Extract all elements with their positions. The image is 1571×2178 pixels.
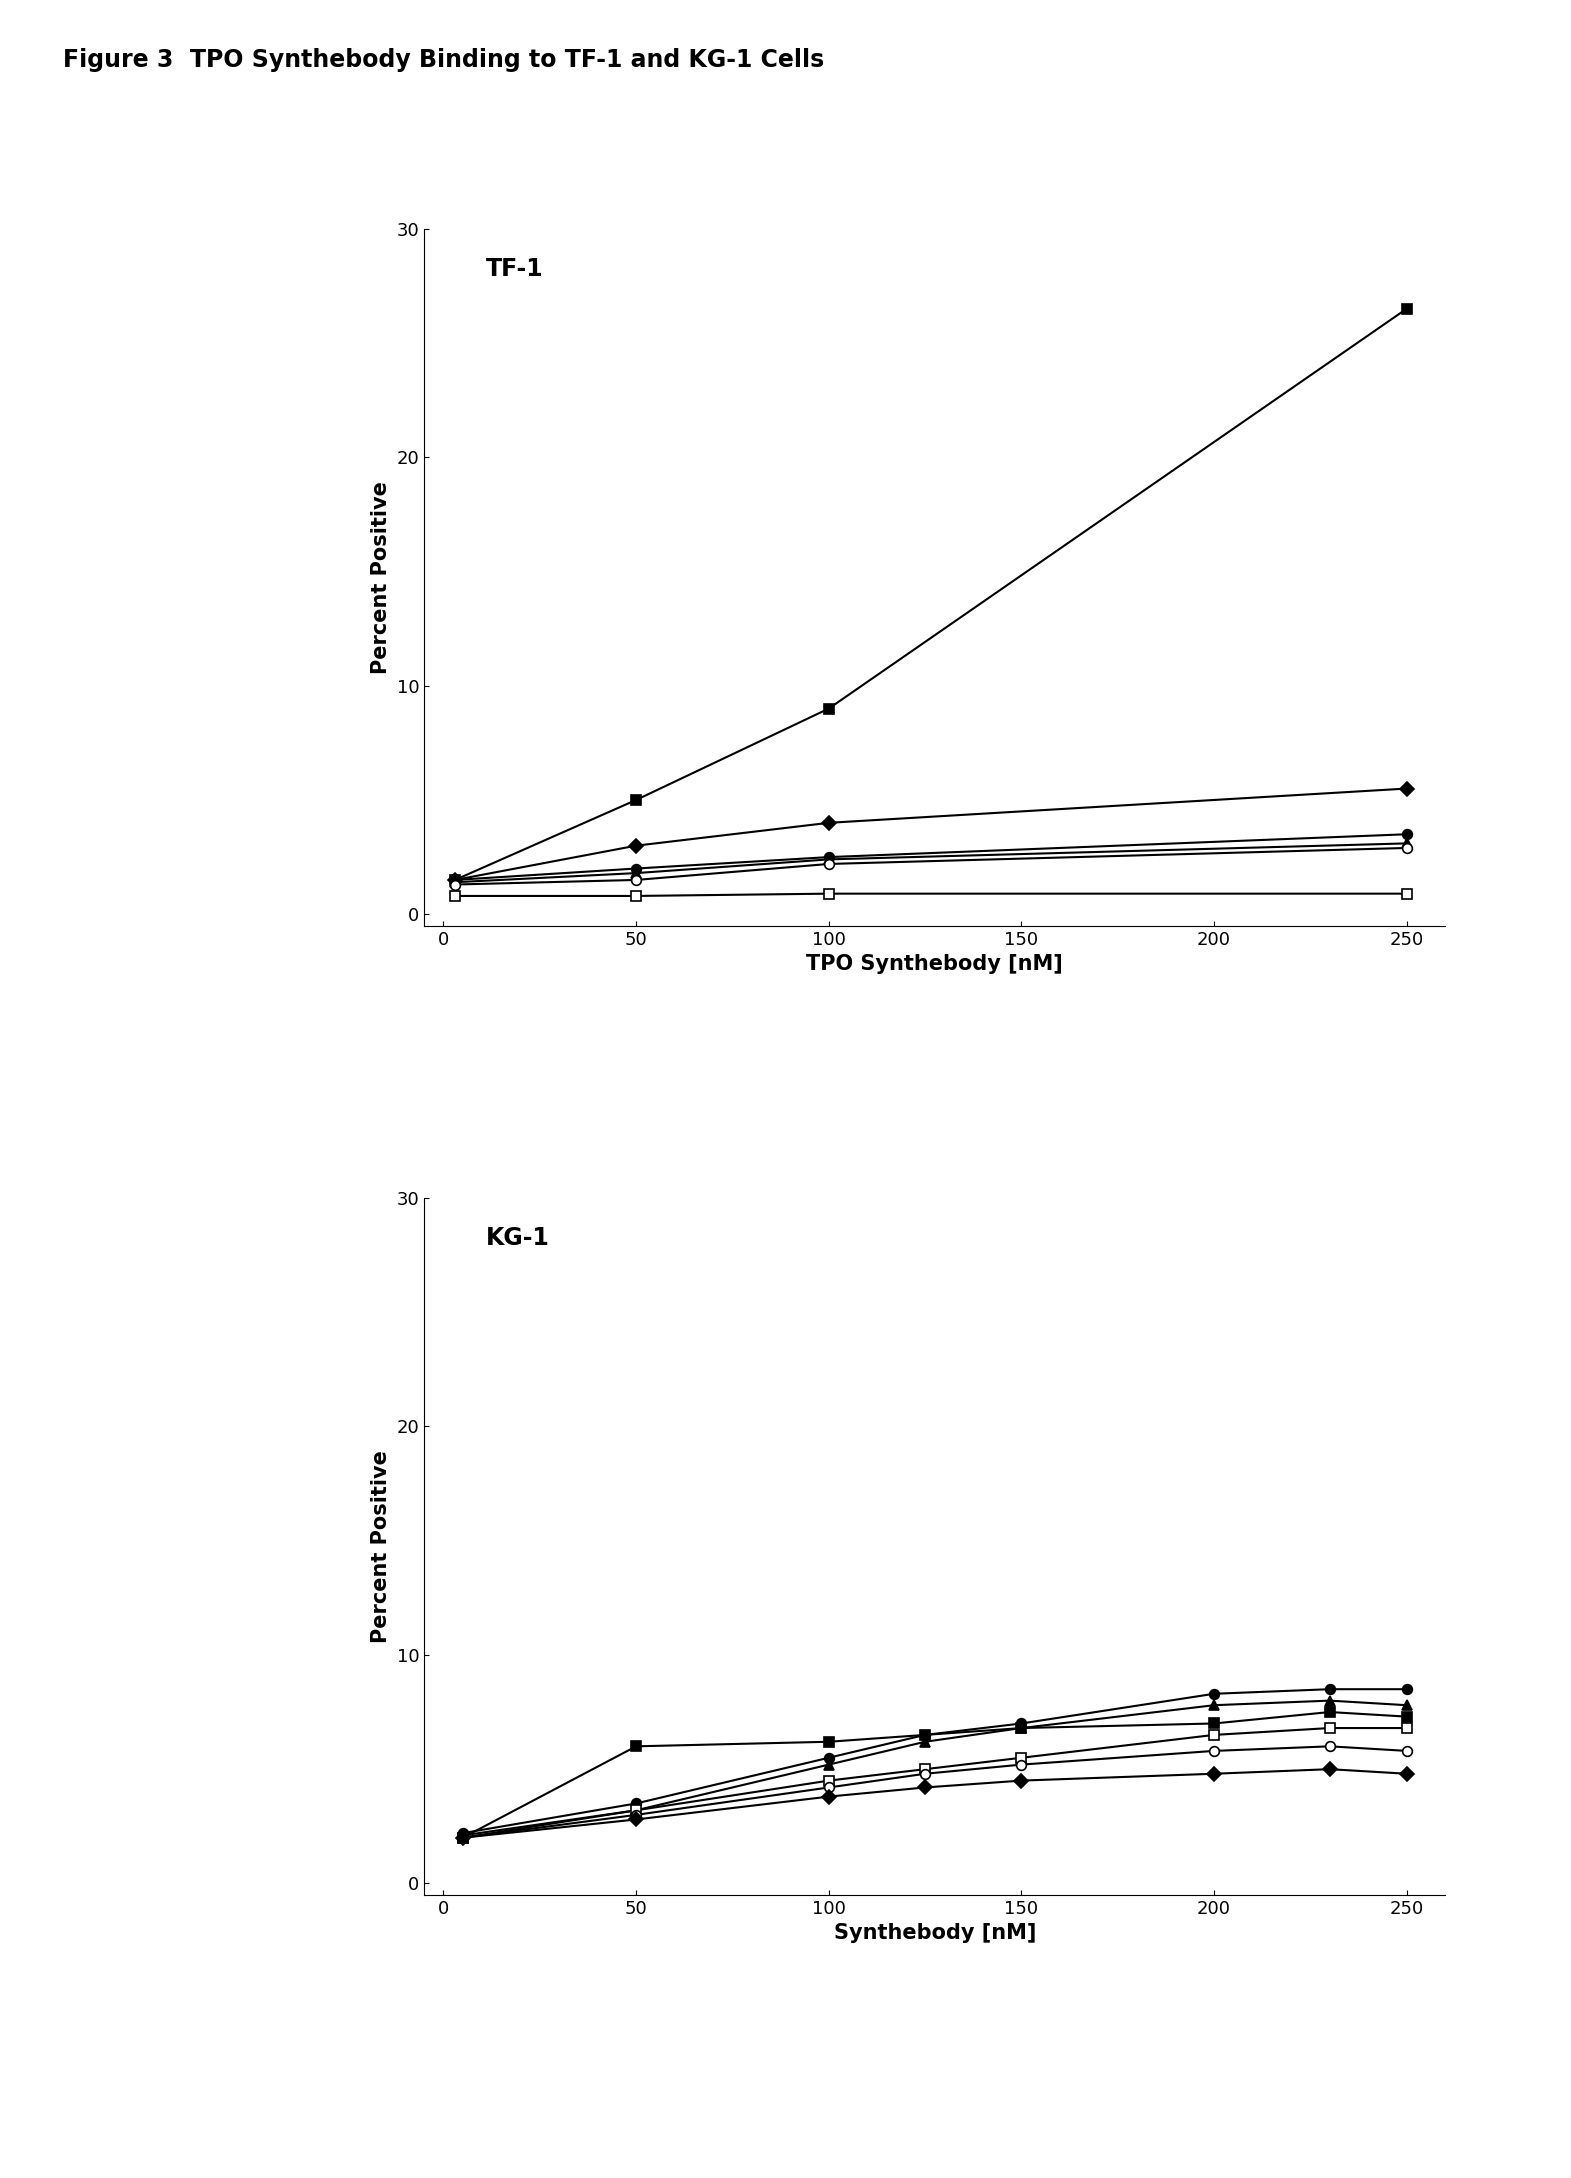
Y-axis label: Percent Positive: Percent Positive (371, 481, 391, 673)
Text: TF-1: TF-1 (485, 257, 544, 281)
Text: Figure 3  TPO Synthebody Binding to TF-1 and KG-1 Cells: Figure 3 TPO Synthebody Binding to TF-1 … (63, 48, 825, 72)
X-axis label: TPO Synthebody [nM]: TPO Synthebody [nM] (806, 954, 1064, 974)
Text: KG-1: KG-1 (485, 1226, 550, 1250)
X-axis label: Synthebody [nM]: Synthebody [nM] (834, 1923, 1035, 1943)
Y-axis label: Percent Positive: Percent Positive (371, 1451, 391, 1642)
